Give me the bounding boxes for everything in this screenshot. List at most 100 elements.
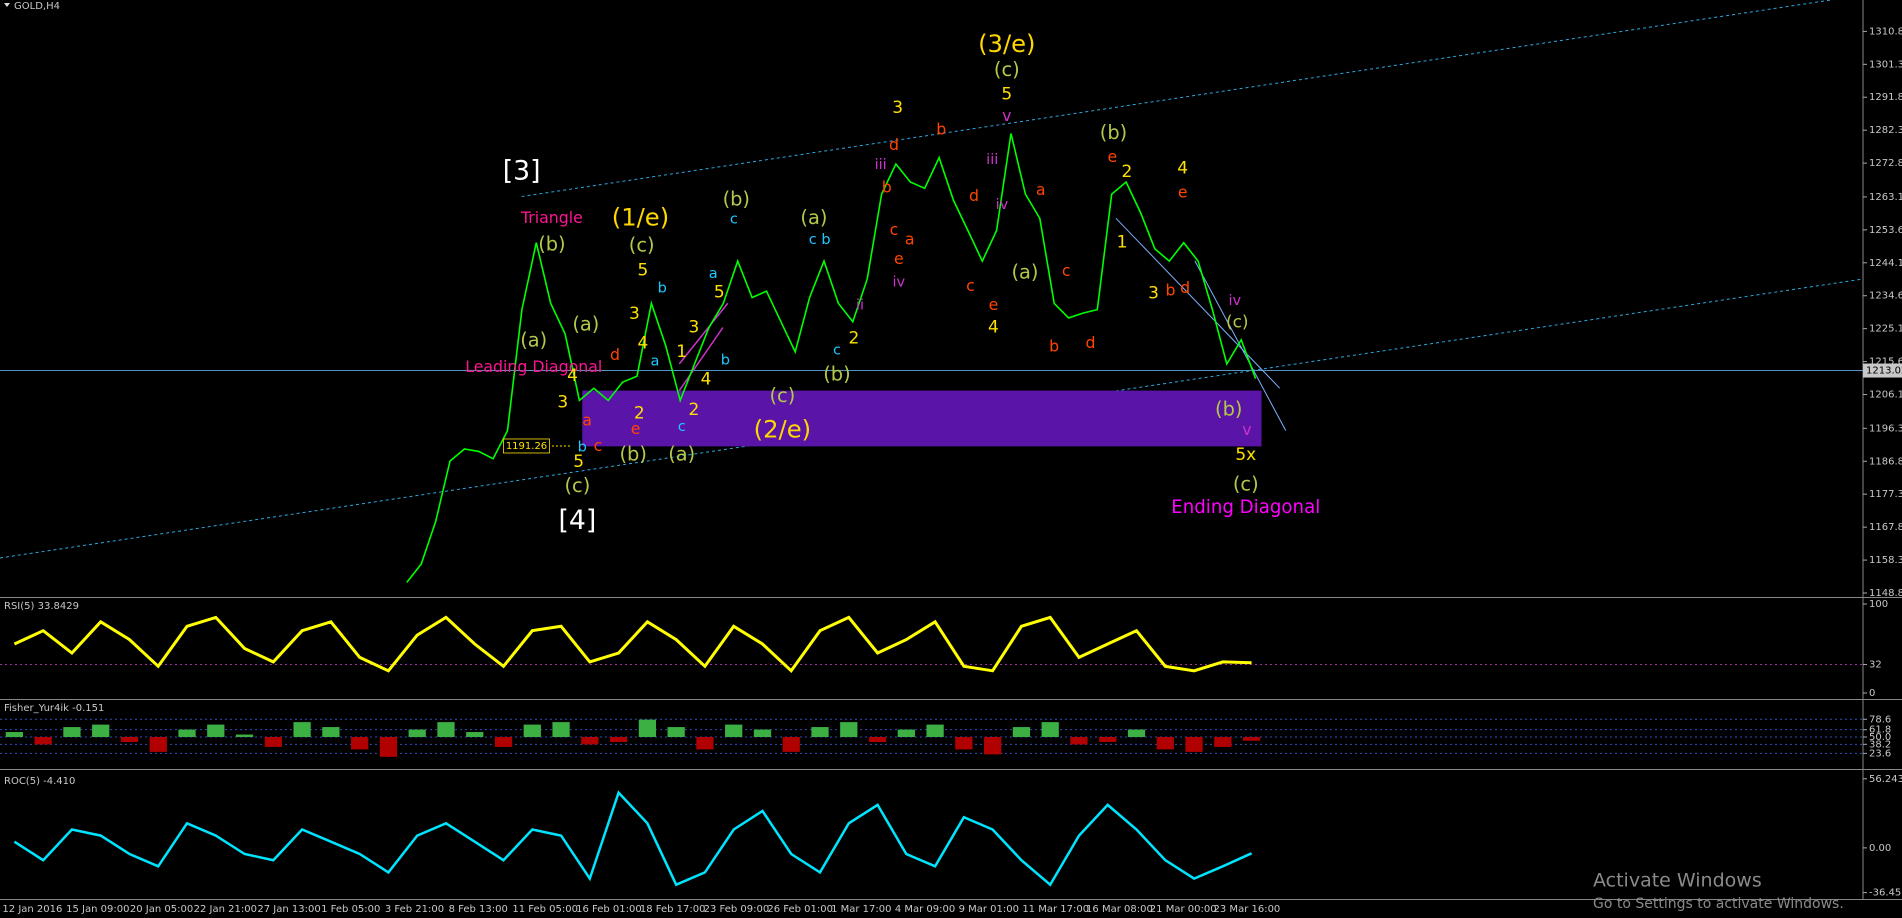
fisher-bar (782, 737, 800, 752)
time-label: 8 Feb 13:00 (449, 904, 508, 915)
y-tick-label: 1148.85 (1869, 588, 1902, 599)
fisher-bar (897, 729, 915, 737)
level-box (502, 438, 550, 454)
wave-label: (b) (823, 362, 850, 385)
fisher-bar (293, 722, 311, 737)
fisher-bar (120, 737, 139, 742)
wave-label: b (936, 119, 946, 138)
wave-label: c (966, 276, 975, 295)
wave-label: (a) (668, 442, 695, 465)
y-tick-label: 1167.85 (1869, 522, 1902, 533)
wave-label: a (1036, 180, 1046, 199)
fisher-bar (92, 724, 110, 737)
wave-label: 4 (637, 333, 648, 353)
fisher-bar (207, 724, 225, 737)
fisher-bar (811, 727, 829, 737)
time-label: 27 Jan 13:00 (257, 904, 320, 915)
wave-label: iii (986, 151, 998, 168)
y-tick-label: 1225.10 (1869, 324, 1902, 335)
y-tick-label: 1206.10 (1869, 390, 1902, 401)
wave-label: b (821, 231, 830, 248)
time-label: 16 Mar 08:00 (1086, 904, 1153, 915)
wave-label: 3 (629, 304, 640, 324)
y-tick-label: 1272.85 (1869, 158, 1902, 169)
wave-label: e (894, 249, 904, 268)
y-tick-label: 56.243 (1869, 774, 1902, 785)
wave-label: c (833, 342, 841, 359)
time-label: 1 Mar 17:00 (831, 904, 891, 915)
level-label: 1191.26 (506, 441, 547, 452)
y-tick-label: 0 (1869, 688, 1875, 699)
wave-label: 3 (688, 318, 699, 338)
wave-label: 2 (634, 404, 645, 424)
time-label: 21 Mar 00:00 (1150, 904, 1217, 915)
rsi-label: RSI(5) 33.8429 (4, 601, 79, 612)
wave-label: v (1002, 106, 1011, 125)
fisher-bar (322, 727, 340, 737)
wave-label: 3 (1148, 284, 1159, 304)
wave-label: b (721, 351, 730, 368)
wave-label: (1/e) (612, 202, 669, 231)
time-label: 16 Feb 01:00 (576, 904, 642, 915)
wave-label: 1 (676, 342, 687, 362)
wave-label: iv (893, 274, 906, 291)
fisher-bar (63, 727, 81, 737)
wave-label: e (631, 419, 641, 438)
fisher-bar (178, 729, 196, 737)
wave-label: 3 (557, 393, 568, 413)
diagonal-line (1194, 260, 1287, 431)
wave-label: 2 (1121, 162, 1132, 182)
wave-label: (a) (572, 313, 599, 336)
fisher-bar (466, 732, 484, 737)
fisher-label: Fisher_Yur4ik -0.151 (4, 703, 104, 714)
wave-label: 4 (701, 370, 712, 390)
wave-label: (b) (1215, 397, 1242, 420)
y-tick-label: 0.00 (1869, 843, 1891, 854)
wave-label: Triangle (520, 208, 583, 227)
wave-label: [3] (503, 156, 541, 187)
fisher-bar (1185, 737, 1203, 752)
fisher-bar (351, 737, 369, 750)
wave-label: Ending Diagonal (1171, 497, 1320, 518)
time-label: 20 Jan 05:00 (130, 904, 193, 915)
price-line (406, 133, 1257, 583)
y-tick-label: 100 (1869, 599, 1888, 610)
symbol-menu-arrow[interactable] (4, 3, 10, 7)
wave-label: 4 (988, 318, 999, 338)
wave-label: 5 (1001, 85, 1012, 105)
fisher-bar (1041, 722, 1059, 737)
y-tick-label: 1244.10 (1869, 258, 1902, 269)
time-label: 3 Feb 21:00 (385, 904, 444, 915)
main-plot: 1191.26 (0, 0, 1863, 583)
wave-label: 5 (714, 282, 725, 302)
watermark-title: Activate Windows (1593, 870, 1762, 892)
y-tick-label: 38.2 (1869, 739, 1891, 750)
fisher-bar (840, 722, 858, 737)
fisher-bar (868, 737, 887, 742)
wave-label: b (882, 178, 892, 197)
wave-label: d (1085, 333, 1095, 352)
wave-label: b (578, 439, 587, 456)
wave-label: ii (856, 297, 864, 314)
fisher-bar (408, 729, 426, 737)
wave-label: a (582, 410, 592, 429)
y-tick-label: 1158.35 (1869, 555, 1902, 566)
y-tick-label: 78.6 (1869, 714, 1891, 725)
wave-label: 4 (567, 366, 578, 386)
fisher-bar (725, 724, 743, 737)
wave-label: e (989, 295, 999, 314)
fisher-bar (926, 724, 944, 737)
y-tick-label: 1282.35 (1869, 125, 1902, 136)
wave-label: iv (996, 196, 1009, 213)
wave-label: 5 (573, 452, 584, 472)
wave-label: c (809, 231, 817, 248)
y-tick-label: 1177.35 (1869, 489, 1902, 500)
fisher-bar (1214, 737, 1232, 747)
wave-label: [4] (558, 505, 596, 536)
wave-label: a (709, 265, 718, 282)
wave-label: (c) (564, 474, 590, 497)
diagonal-line (1115, 217, 1281, 389)
roc-line (13, 790, 1253, 887)
wave-label: a (905, 230, 915, 249)
